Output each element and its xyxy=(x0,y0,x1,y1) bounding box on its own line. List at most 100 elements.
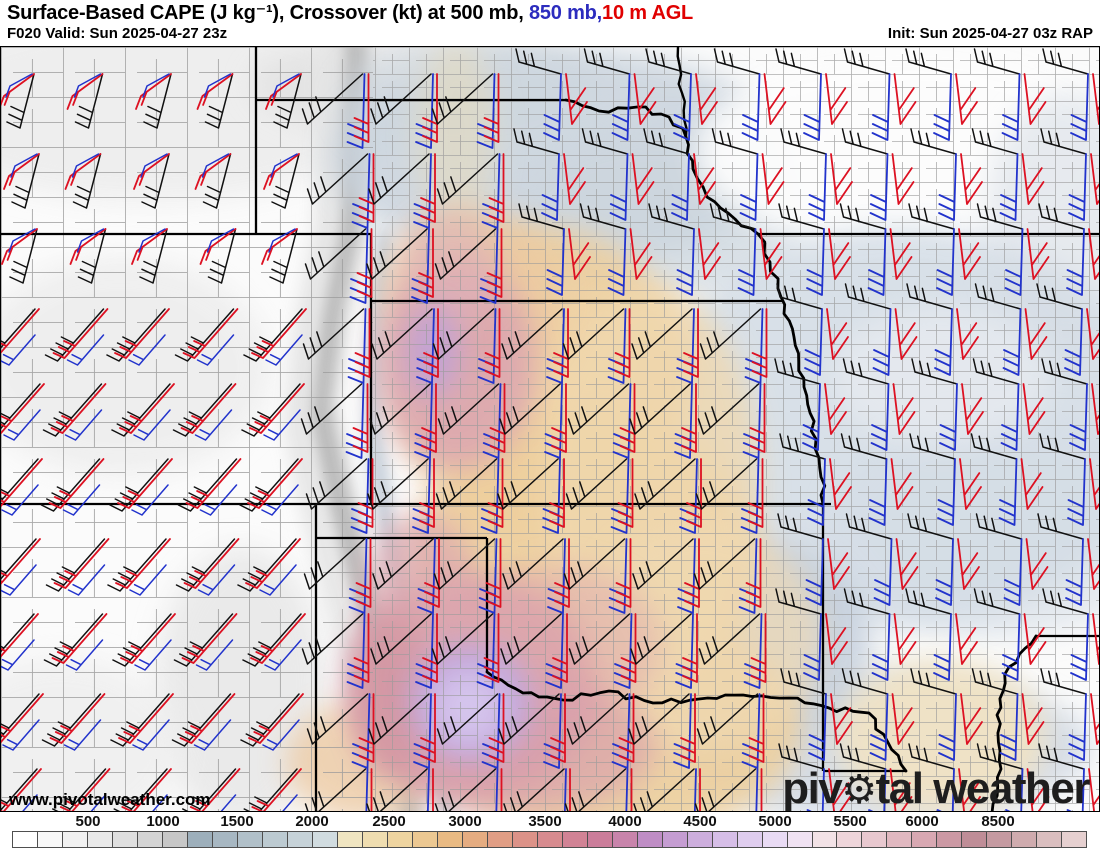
colorbar-segment xyxy=(1061,831,1088,848)
wind-barb-station xyxy=(64,153,102,209)
colorbar-segment xyxy=(36,831,63,848)
wind-barb-station xyxy=(971,668,1045,761)
wind-barb-station xyxy=(972,358,1046,451)
wind-barb-station xyxy=(131,228,168,284)
wind-barb-station xyxy=(699,308,768,384)
title-cape-500mb: Surface-Based CAPE (J kg⁻¹), Crossover (… xyxy=(7,2,529,24)
wind-barb-station xyxy=(713,48,787,141)
wind-barb-station xyxy=(303,538,372,614)
wind-barb-station xyxy=(563,538,632,614)
wind-barb-station xyxy=(111,383,175,441)
wind-barb-station xyxy=(1042,588,1099,681)
wind-barb-station xyxy=(564,768,633,811)
wind-barb-station xyxy=(171,693,236,751)
wind-barb-station xyxy=(1,458,43,516)
title-850mb: 850 mb, xyxy=(528,2,603,24)
colorbar-segment xyxy=(461,831,488,848)
wind-barb-station xyxy=(241,383,305,441)
wind-barb-station xyxy=(196,73,234,129)
wind-barb-station xyxy=(1037,513,1099,606)
colorbar-segment xyxy=(736,831,763,848)
wind-barb-station xyxy=(370,613,438,689)
map-layers xyxy=(1,47,1099,811)
wind-barb-station xyxy=(1040,668,1099,761)
wind-barb-station xyxy=(843,48,917,141)
wind-barb-station xyxy=(1038,743,1099,811)
wind-barb-station xyxy=(974,283,1048,376)
wind-barb-station xyxy=(501,308,569,384)
wind-barb-station xyxy=(66,73,104,129)
wind-barb-station xyxy=(369,383,437,459)
wind-barb-station xyxy=(133,153,170,209)
wind-barb-station xyxy=(113,768,172,811)
colorbar-tick-label: 1000 xyxy=(146,813,180,830)
colorbar-tick-label: 500 xyxy=(75,813,101,830)
wind-barb-station xyxy=(839,743,913,811)
wind-barb-station xyxy=(1,693,44,751)
wind-barb-station xyxy=(565,458,634,534)
wind-barb-station xyxy=(976,203,1050,296)
wind-barb-station xyxy=(304,228,373,304)
wind-barbs-layer xyxy=(1,48,1099,811)
wind-barb-station xyxy=(240,693,304,751)
wind-barb-station xyxy=(304,768,373,811)
colorbar-tick-label: 4500 xyxy=(683,813,717,830)
wind-barb-station xyxy=(194,153,232,209)
colorbar-segment xyxy=(761,831,788,848)
wind-barb-station xyxy=(709,203,783,296)
wind-barb-station xyxy=(905,48,978,141)
wind-barb-station xyxy=(436,153,505,229)
wind-barb-station xyxy=(431,73,500,149)
wind-barb-station xyxy=(366,768,434,811)
wind-barb-station xyxy=(839,203,913,296)
colorbar-tick-label: 5500 xyxy=(833,813,867,830)
wind-barb-station xyxy=(3,153,40,209)
wind-barb-station xyxy=(502,538,570,614)
wind-barb-station xyxy=(630,613,698,689)
colorbar-tick-label: 5000 xyxy=(758,813,792,830)
wind-barb-station xyxy=(698,613,767,689)
wind-barb-station xyxy=(775,588,848,681)
wind-barb-station xyxy=(513,128,586,221)
wind-barb-station xyxy=(434,768,503,811)
colorbar-tick-label: 6000 xyxy=(905,813,939,830)
colorbar-segment xyxy=(236,831,263,848)
wind-barb-station xyxy=(697,383,766,459)
colorbar-segment xyxy=(836,831,863,848)
watermark-logo: piv⚙tal weather xyxy=(782,767,1090,812)
weather-map: www.pivotalweather.com piv⚙tal weather xyxy=(0,46,1100,812)
colorbar-tick-label: 3000 xyxy=(448,813,482,830)
wind-barb-station xyxy=(305,458,374,534)
wind-barb-station xyxy=(435,458,504,534)
colorbar-segment xyxy=(386,831,413,848)
colorbar-segment xyxy=(1036,831,1063,848)
wind-barb-station xyxy=(499,383,567,459)
colorbar-segment xyxy=(636,831,663,848)
wind-barb-station xyxy=(1039,433,1099,526)
wind-barb-station xyxy=(431,613,500,689)
gear-icon: ⚙ xyxy=(841,768,877,812)
colorbar-segment xyxy=(1011,831,1038,848)
wind-barb-station xyxy=(243,308,307,366)
wind-barb-station xyxy=(42,383,107,441)
wind-barb-station xyxy=(629,383,697,459)
colorbar-segment xyxy=(586,831,613,848)
colorbar-segment xyxy=(611,831,638,848)
wind-barb-station xyxy=(778,203,851,296)
wind-barb-station xyxy=(371,308,439,384)
colorbar-tick-label: 1500 xyxy=(220,813,254,830)
wind-barb-station xyxy=(1040,128,1099,221)
wind-barb-station xyxy=(648,203,721,296)
wind-barb-station xyxy=(774,358,847,451)
wind-barb-station xyxy=(172,383,237,441)
colorbar-segment xyxy=(511,831,538,848)
colorbar-segment xyxy=(811,831,838,848)
wind-barb-station xyxy=(437,383,506,459)
colorbar-segment xyxy=(411,831,438,848)
wind-barb-station xyxy=(109,458,173,516)
wind-barb-station xyxy=(497,458,565,534)
wind-barb-station xyxy=(518,203,591,296)
wind-barb-station xyxy=(911,358,984,451)
wind-barb-station xyxy=(173,613,238,671)
